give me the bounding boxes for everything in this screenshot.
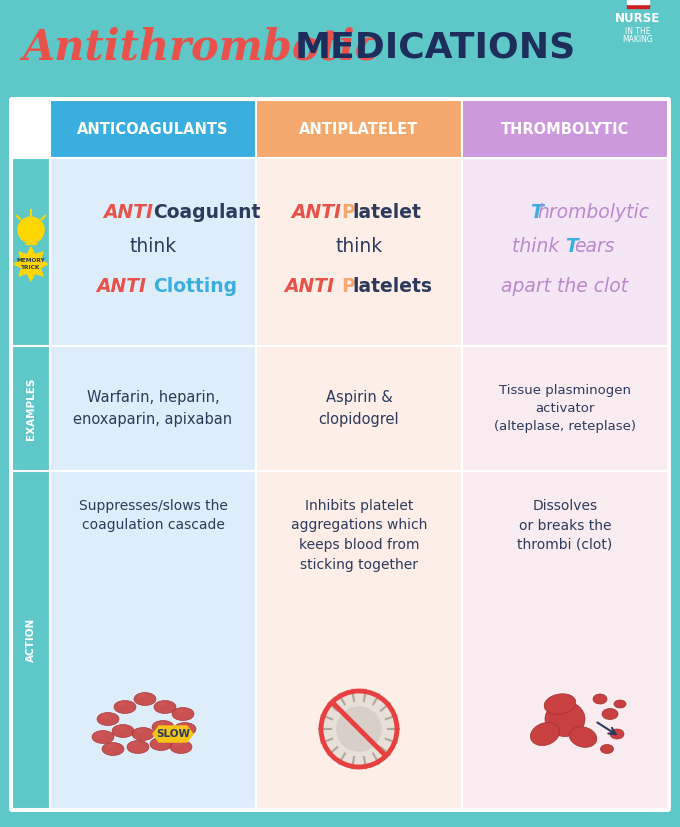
Text: P: P <box>341 203 355 222</box>
Ellipse shape <box>102 743 124 756</box>
Bar <box>50 100 256 158</box>
Text: EXAMPLES: EXAMPLES <box>26 377 36 440</box>
Ellipse shape <box>116 726 124 730</box>
Ellipse shape <box>176 709 184 713</box>
Ellipse shape <box>132 728 154 740</box>
Bar <box>12 158 50 346</box>
Bar <box>627 4 649 8</box>
Bar <box>462 158 668 346</box>
Ellipse shape <box>544 694 576 715</box>
Circle shape <box>321 691 397 767</box>
Ellipse shape <box>152 720 174 734</box>
Ellipse shape <box>154 700 176 714</box>
Ellipse shape <box>610 729 624 739</box>
Text: IN THE: IN THE <box>625 26 651 36</box>
Text: Suppresses/slows the
coagulation cascade: Suppresses/slows the coagulation cascade <box>79 499 227 533</box>
Bar <box>627 0 649 4</box>
Bar <box>256 100 462 158</box>
Text: think: think <box>335 237 383 256</box>
Text: latelet: latelet <box>352 203 421 222</box>
Text: Inhibits platelet
aggregations which
keeps blood from
sticking together: Inhibits platelet aggregations which kee… <box>291 499 427 571</box>
Text: Dissolves
or breaks the
thrombi (clot): Dissolves or breaks the thrombi (clot) <box>517 499 613 552</box>
Bar <box>256 471 462 809</box>
Bar <box>50 158 256 346</box>
Ellipse shape <box>96 732 104 736</box>
Text: Warfarin, heparin,
enoxaparin, apixaban: Warfarin, heparin, enoxaparin, apixaban <box>73 390 233 427</box>
Text: Antithrombotic: Antithrombotic <box>22 27 380 69</box>
Bar <box>12 346 50 471</box>
FancyBboxPatch shape <box>9 97 671 812</box>
Ellipse shape <box>178 724 186 728</box>
Polygon shape <box>153 726 193 742</box>
Ellipse shape <box>593 694 607 704</box>
Polygon shape <box>626 0 650 13</box>
Text: MEMORY
TRICK: MEMORY TRICK <box>16 258 46 270</box>
Ellipse shape <box>602 709 618 719</box>
Bar <box>462 471 668 809</box>
Ellipse shape <box>92 730 114 743</box>
Ellipse shape <box>174 742 182 746</box>
Text: ANTI: ANTI <box>97 278 153 297</box>
Circle shape <box>18 217 44 243</box>
Circle shape <box>602 0 674 63</box>
Ellipse shape <box>114 700 136 714</box>
Text: P: P <box>341 278 355 297</box>
Ellipse shape <box>530 723 560 745</box>
Ellipse shape <box>545 701 585 737</box>
Ellipse shape <box>154 739 162 743</box>
Text: ACTION: ACTION <box>26 618 36 662</box>
Bar <box>26 238 36 244</box>
Ellipse shape <box>112 724 134 738</box>
Ellipse shape <box>569 727 597 748</box>
Text: T: T <box>565 237 578 256</box>
Text: ANTI: ANTI <box>103 203 153 222</box>
Ellipse shape <box>118 702 126 706</box>
Text: THROMBOLYTIC: THROMBOLYTIC <box>500 122 629 136</box>
Ellipse shape <box>101 714 109 718</box>
Text: MEDICATIONS: MEDICATIONS <box>295 31 576 65</box>
Ellipse shape <box>600 744 613 753</box>
Ellipse shape <box>174 723 196 735</box>
Text: apart the clot: apart the clot <box>501 278 628 297</box>
Polygon shape <box>14 247 48 281</box>
Bar <box>50 346 256 471</box>
Text: Tissue plasminogen
activator
(alteplase, reteplase): Tissue plasminogen activator (alteplase,… <box>494 384 636 433</box>
Text: ANTI: ANTI <box>284 278 341 297</box>
Text: ANTI: ANTI <box>291 203 341 222</box>
Circle shape <box>336 706 381 752</box>
Ellipse shape <box>134 692 156 705</box>
Text: Clotting: Clotting <box>153 278 237 297</box>
Ellipse shape <box>150 738 172 750</box>
Text: think: think <box>512 237 565 256</box>
Ellipse shape <box>170 740 192 753</box>
Bar <box>256 158 462 346</box>
Bar <box>256 346 462 471</box>
Ellipse shape <box>138 694 146 698</box>
Text: Coagulant: Coagulant <box>153 203 260 222</box>
Bar <box>462 100 668 158</box>
Bar <box>12 471 50 809</box>
Text: ANTICOAGULANTS: ANTICOAGULANTS <box>78 122 228 136</box>
Bar <box>50 471 256 809</box>
Text: latelets: latelets <box>352 278 432 297</box>
Ellipse shape <box>136 729 144 733</box>
Ellipse shape <box>156 722 164 726</box>
Ellipse shape <box>97 713 119 725</box>
Ellipse shape <box>127 740 149 753</box>
Text: MAKING: MAKING <box>623 35 653 44</box>
Ellipse shape <box>106 744 114 748</box>
Text: SLOW: SLOW <box>156 729 190 739</box>
Text: think: think <box>129 237 177 256</box>
Ellipse shape <box>172 708 194 720</box>
Text: T: T <box>530 203 543 222</box>
Ellipse shape <box>614 700 626 708</box>
Text: NURSE: NURSE <box>615 12 661 26</box>
Ellipse shape <box>131 742 139 746</box>
Bar <box>462 346 668 471</box>
Text: Aspirin &
clopidogrel: Aspirin & clopidogrel <box>319 390 399 427</box>
Text: ears: ears <box>574 237 615 256</box>
Text: ANTIPLATELET: ANTIPLATELET <box>299 122 419 136</box>
Text: hrombolytic: hrombolytic <box>537 203 649 222</box>
Ellipse shape <box>158 702 166 706</box>
